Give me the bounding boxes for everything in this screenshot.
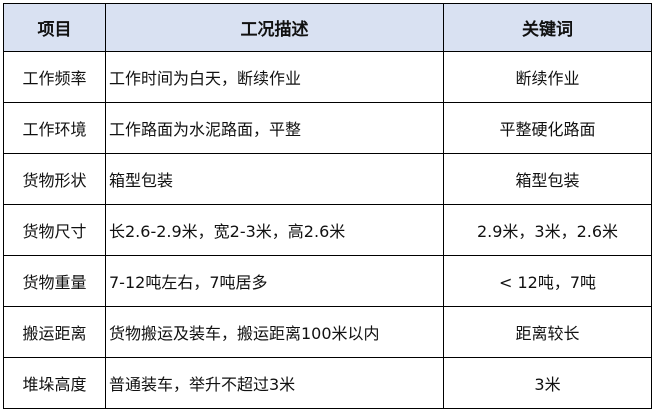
cell-keyword: 距离较长: [443, 306, 652, 358]
table-row: 堆垛高度 普通装车，举升不超过3米 3米: [3, 357, 652, 409]
cell-item: 工作环境: [3, 102, 106, 154]
table-row: 货物尺寸 长2.6-2.9米，宽2-3米，高2.6米 2.9米，3米，2.6米: [3, 204, 652, 256]
cell-description: 货物搬运及装车，搬运距离100米以内: [105, 306, 444, 358]
cell-keyword: 平整硬化路面: [443, 102, 652, 154]
cell-item: 堆垛高度: [3, 357, 106, 409]
cell-description: 长2.6-2.9米，宽2-3米，高2.6米: [105, 204, 444, 256]
cell-keyword: 3米: [443, 357, 652, 409]
cell-item: 货物尺寸: [3, 204, 106, 256]
table-row: 工作频率 工作时间为白天，断续作业 断续作业: [3, 51, 652, 103]
table-row: 货物形状 箱型包装 箱型包装: [3, 153, 652, 205]
cell-item: 搬运距离: [3, 306, 106, 358]
cell-keyword: 箱型包装: [443, 153, 652, 205]
header-row: 项目 工况描述 关键词: [3, 3, 652, 52]
header-keyword: 关键词: [443, 3, 652, 52]
cell-item: 工作频率: [3, 51, 106, 103]
cell-description: 箱型包装: [105, 153, 444, 205]
condition-table: 项目 工况描述 关键词 工作频率 工作时间为白天，断续作业 断续作业 工作环境 工作路面…: [3, 3, 652, 409]
header-item: 项目: [3, 3, 106, 52]
cell-keyword: 2.9米，3米，2.6米: [443, 204, 652, 256]
cell-item: 货物重量: [3, 255, 106, 307]
table-row: 工作环境 工作路面为水泥路面，平整 平整硬化路面: [3, 102, 652, 154]
cell-item: 货物形状: [3, 153, 106, 205]
cell-description: 7-12吨左右，7吨居多: [105, 255, 444, 307]
header-description: 工况描述: [105, 3, 444, 52]
cell-description: 工作路面为水泥路面，平整: [105, 102, 444, 154]
cell-description: 工作时间为白天，断续作业: [105, 51, 444, 103]
cell-description: 普通装车，举升不超过3米: [105, 357, 444, 409]
cell-keyword: < 12吨，7吨: [443, 255, 652, 307]
cell-keyword: 断续作业: [443, 51, 652, 103]
table-row: 搬运距离 货物搬运及装车，搬运距离100米以内 距离较长: [3, 306, 652, 358]
table-row: 货物重量 7-12吨左右，7吨居多 < 12吨，7吨: [3, 255, 652, 307]
